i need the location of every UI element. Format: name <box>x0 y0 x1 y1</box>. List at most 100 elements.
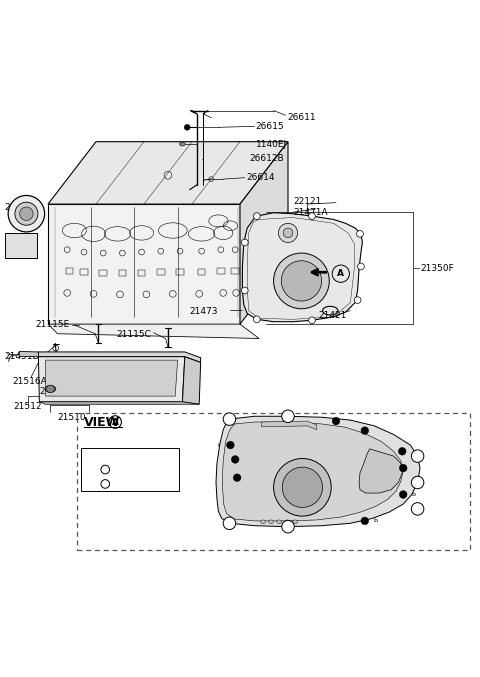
Text: 21421: 21421 <box>318 311 347 320</box>
Text: 21350F: 21350F <box>420 264 454 273</box>
Text: b: b <box>412 466 416 471</box>
Circle shape <box>411 502 424 515</box>
Circle shape <box>274 458 331 516</box>
Text: b: b <box>373 428 377 433</box>
Polygon shape <box>48 324 259 338</box>
Circle shape <box>332 417 340 425</box>
Circle shape <box>282 410 294 422</box>
Polygon shape <box>48 204 240 324</box>
Bar <box>81 448 179 491</box>
Text: a: a <box>228 521 231 526</box>
Ellipse shape <box>285 520 289 524</box>
Ellipse shape <box>45 385 56 392</box>
Polygon shape <box>222 422 403 521</box>
Text: VIEW: VIEW <box>84 416 120 429</box>
Bar <box>119 270 126 276</box>
Text: 21115E: 21115E <box>35 320 69 328</box>
Text: 26615: 26615 <box>256 122 285 131</box>
Circle shape <box>354 297 361 303</box>
Text: 26614: 26614 <box>246 173 275 182</box>
Circle shape <box>253 316 260 323</box>
Bar <box>5 233 37 258</box>
Text: 21451B: 21451B <box>5 352 39 362</box>
Circle shape <box>253 213 260 219</box>
Text: A: A <box>337 269 344 278</box>
Text: SYMBOL: SYMBOL <box>86 451 124 460</box>
Text: 26612B: 26612B <box>250 154 284 163</box>
Ellipse shape <box>261 520 265 524</box>
Bar <box>80 269 88 275</box>
Text: 21414: 21414 <box>5 245 33 254</box>
Circle shape <box>411 450 424 462</box>
Text: 21473: 21473 <box>190 307 218 316</box>
Ellipse shape <box>180 142 185 146</box>
Circle shape <box>233 474 241 481</box>
Circle shape <box>411 476 424 489</box>
Text: 1140GD: 1140GD <box>138 465 170 474</box>
Text: b: b <box>412 492 416 497</box>
Circle shape <box>47 385 54 393</box>
Text: a: a <box>416 453 420 459</box>
Text: PNC: PNC <box>145 451 164 460</box>
Polygon shape <box>242 213 362 322</box>
Circle shape <box>398 447 406 455</box>
Polygon shape <box>240 141 288 324</box>
Circle shape <box>282 467 323 508</box>
Polygon shape <box>182 357 201 404</box>
Circle shape <box>361 427 369 435</box>
Text: A: A <box>112 418 119 427</box>
Text: 26611: 26611 <box>287 113 316 123</box>
Polygon shape <box>48 141 288 204</box>
Text: 21443: 21443 <box>5 204 33 213</box>
Bar <box>231 268 239 274</box>
Text: a: a <box>103 465 108 474</box>
Text: 1140ER: 1140ER <box>139 479 170 488</box>
Circle shape <box>15 202 38 225</box>
Circle shape <box>278 223 298 242</box>
Text: a: a <box>416 479 420 485</box>
Ellipse shape <box>269 520 274 524</box>
Text: b: b <box>411 449 415 454</box>
Text: b: b <box>223 457 227 462</box>
Bar <box>176 269 184 275</box>
Bar <box>99 270 107 276</box>
Bar <box>138 270 145 276</box>
Circle shape <box>282 521 294 533</box>
Text: a: a <box>286 413 290 419</box>
Polygon shape <box>359 449 402 493</box>
Circle shape <box>20 207 33 221</box>
Circle shape <box>223 517 236 529</box>
Polygon shape <box>38 352 201 362</box>
Circle shape <box>357 230 363 237</box>
Bar <box>66 268 73 274</box>
Polygon shape <box>19 351 38 357</box>
Circle shape <box>283 228 293 238</box>
Bar <box>217 268 225 274</box>
Circle shape <box>223 413 236 425</box>
Polygon shape <box>46 360 178 396</box>
Text: b: b <box>225 475 228 480</box>
Ellipse shape <box>276 520 281 524</box>
Bar <box>77 413 470 550</box>
Text: 21471A: 21471A <box>294 209 328 217</box>
Bar <box>198 269 205 275</box>
Text: b: b <box>218 443 222 447</box>
Circle shape <box>309 213 315 219</box>
Text: 21510: 21510 <box>58 413 86 422</box>
Circle shape <box>227 441 234 449</box>
Text: 21513A: 21513A <box>39 387 74 396</box>
Ellipse shape <box>293 520 298 524</box>
Text: a: a <box>228 416 231 422</box>
Circle shape <box>399 491 407 498</box>
Circle shape <box>241 287 248 294</box>
Circle shape <box>184 125 190 130</box>
Circle shape <box>361 517 369 525</box>
Circle shape <box>358 263 364 270</box>
Text: b: b <box>324 418 327 424</box>
Text: b: b <box>103 479 108 488</box>
Polygon shape <box>39 402 199 404</box>
Circle shape <box>281 261 322 301</box>
Text: a: a <box>416 506 420 512</box>
Polygon shape <box>262 421 317 430</box>
Polygon shape <box>38 357 185 402</box>
